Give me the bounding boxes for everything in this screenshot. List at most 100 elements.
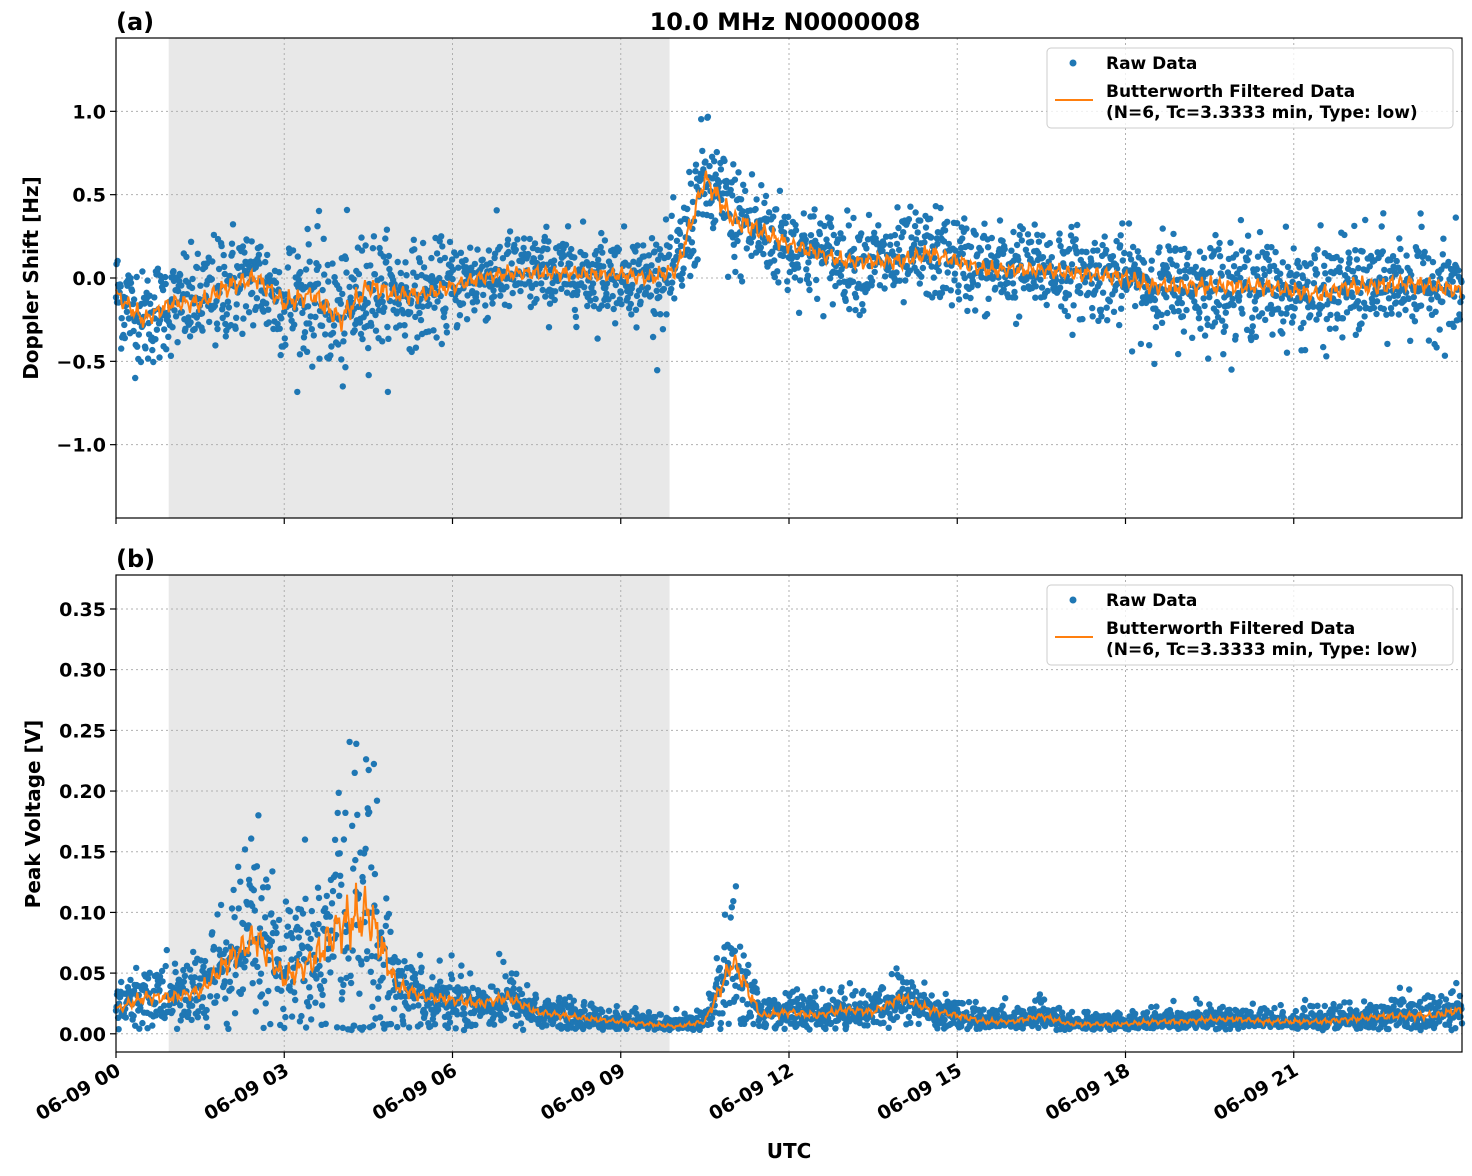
raw-data-point (334, 1024, 340, 1030)
raw-data-point (582, 1008, 588, 1014)
raw-data-point (195, 251, 201, 257)
raw-data-point (582, 252, 588, 258)
raw-data-point (594, 335, 600, 341)
raw-data-point (189, 285, 195, 291)
raw-data-point (838, 273, 844, 279)
raw-data-point (130, 1013, 136, 1019)
raw-data-point (1359, 248, 1365, 254)
raw-data-point (161, 326, 167, 332)
raw-data-point (1239, 247, 1245, 253)
raw-data-point (1249, 329, 1255, 335)
raw-data-point (138, 359, 144, 365)
raw-data-point (1104, 317, 1110, 323)
raw-data-point (356, 991, 362, 997)
raw-data-point (181, 979, 187, 985)
raw-data-point (573, 314, 579, 320)
raw-data-point (255, 812, 261, 818)
raw-data-point (204, 1024, 210, 1030)
raw-data-point (805, 273, 811, 279)
x-tick-label: 06-09 21 (1210, 1059, 1302, 1125)
raw-data-point (632, 1005, 638, 1011)
raw-data-point (212, 342, 218, 348)
raw-data-point (852, 307, 858, 313)
raw-data-point (490, 287, 496, 293)
raw-data-point (894, 241, 900, 247)
raw-data-point (266, 319, 272, 325)
raw-data-point (1132, 303, 1138, 309)
raw-data-point (372, 871, 378, 877)
raw-data-point (610, 293, 616, 299)
raw-data-point (772, 274, 778, 280)
raw-data-point (501, 1015, 507, 1021)
raw-data-point (706, 163, 712, 169)
raw-data-point (486, 247, 492, 253)
raw-data-point (889, 971, 895, 977)
raw-data-point (252, 958, 258, 964)
raw-data-point (533, 296, 539, 302)
raw-data-point (999, 1003, 1005, 1009)
raw-data-point (227, 979, 233, 985)
raw-data-point (324, 893, 330, 899)
raw-data-point (989, 235, 995, 241)
raw-data-point (230, 887, 236, 893)
raw-data-point (222, 995, 228, 1001)
raw-data-point (317, 971, 323, 977)
raw-data-point (951, 277, 957, 283)
raw-data-point (784, 278, 790, 284)
raw-data-point (360, 1024, 366, 1030)
raw-data-point (241, 249, 247, 255)
raw-data-point (1129, 348, 1135, 354)
raw-data-point (738, 196, 744, 202)
raw-data-point (1278, 1002, 1284, 1008)
raw-data-point (473, 290, 479, 296)
raw-data-point (1156, 244, 1162, 250)
raw-data-point (590, 280, 596, 286)
raw-data-point (511, 985, 517, 991)
raw-data-point (263, 876, 269, 882)
raw-data-point (1272, 249, 1278, 255)
raw-data-point (942, 227, 948, 233)
raw-data-point (1019, 237, 1025, 243)
raw-data-point (612, 320, 618, 326)
raw-data-point (421, 264, 427, 270)
raw-data-point (345, 955, 351, 961)
raw-data-point (1244, 257, 1250, 263)
raw-data-point (231, 914, 237, 920)
y-tick-label: 1.0 (72, 101, 106, 123)
raw-data-point (777, 188, 783, 194)
raw-data-point (670, 194, 676, 200)
raw-data-point (491, 293, 497, 299)
raw-data-point (448, 952, 454, 958)
raw-data-point (604, 303, 610, 309)
raw-data-point (1249, 315, 1255, 321)
raw-data-point (1339, 334, 1345, 340)
raw-data-point (363, 756, 369, 762)
raw-data-point (363, 310, 369, 316)
raw-data-point (370, 979, 376, 985)
raw-data-point (1313, 316, 1319, 322)
raw-data-point (1119, 220, 1125, 226)
raw-data-point (552, 288, 558, 294)
x-tick-label: 06-09 03 (200, 1059, 292, 1125)
raw-data-point (1257, 229, 1263, 235)
raw-data-point (388, 1021, 394, 1027)
raw-data-point (997, 217, 1003, 223)
raw-data-point (893, 269, 899, 275)
raw-data-point (1089, 305, 1095, 311)
raw-data-point (726, 1021, 732, 1027)
raw-data-point (169, 324, 175, 330)
raw-data-point (842, 289, 848, 295)
raw-data-point (705, 114, 711, 120)
raw-data-point (1073, 236, 1079, 242)
raw-data-point (335, 810, 341, 816)
raw-data-point (916, 1021, 922, 1027)
raw-data-point (366, 809, 372, 815)
raw-data-point (240, 315, 246, 321)
raw-data-point (170, 268, 176, 274)
raw-data-point (1033, 283, 1039, 289)
raw-data-point (658, 1012, 664, 1018)
raw-data-point (1283, 224, 1289, 230)
raw-data-point (372, 271, 378, 277)
raw-data-point (1353, 332, 1359, 338)
raw-data-point (866, 212, 872, 218)
